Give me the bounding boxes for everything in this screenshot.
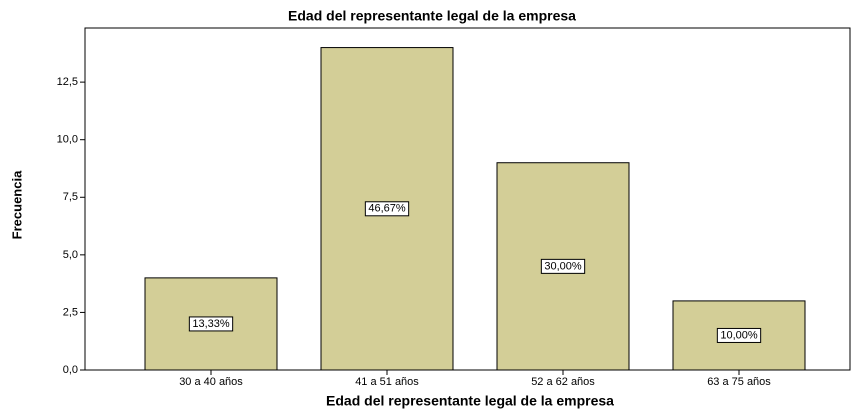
percentage-label-box (364, 201, 410, 217)
chart-title: Edad del representante legal de la empre… (288, 8, 576, 24)
x-axis-label: Edad del representante legal de la empre… (326, 393, 614, 409)
x-tick-label: 41 a 51 años (355, 376, 419, 388)
percentage-label: 10,00% (720, 329, 758, 341)
x-tick-label: 30 a 40 años (179, 376, 243, 388)
percentage-label: 30,00% (544, 260, 582, 272)
y-tick-label: 0,0 (63, 364, 78, 376)
y-tick-label: 2,5 (63, 306, 78, 318)
percentage-label-box (188, 316, 234, 332)
percentage-label-box (716, 327, 762, 343)
percentage-label-box (540, 258, 586, 274)
x-tick-label: 52 a 62 años (531, 376, 595, 388)
y-axis-label: Frecuencia (9, 170, 24, 239)
x-tick-label: 63 a 75 años (707, 376, 771, 388)
percentage-label: 46,67% (368, 203, 406, 215)
y-tick-label: 12,5 (57, 76, 78, 88)
y-tick-label: 5,0 (63, 249, 78, 261)
y-tick-label: 10,0 (57, 134, 78, 146)
percentage-label: 13,33% (192, 318, 230, 330)
y-tick-label: 7,5 (63, 191, 78, 203)
